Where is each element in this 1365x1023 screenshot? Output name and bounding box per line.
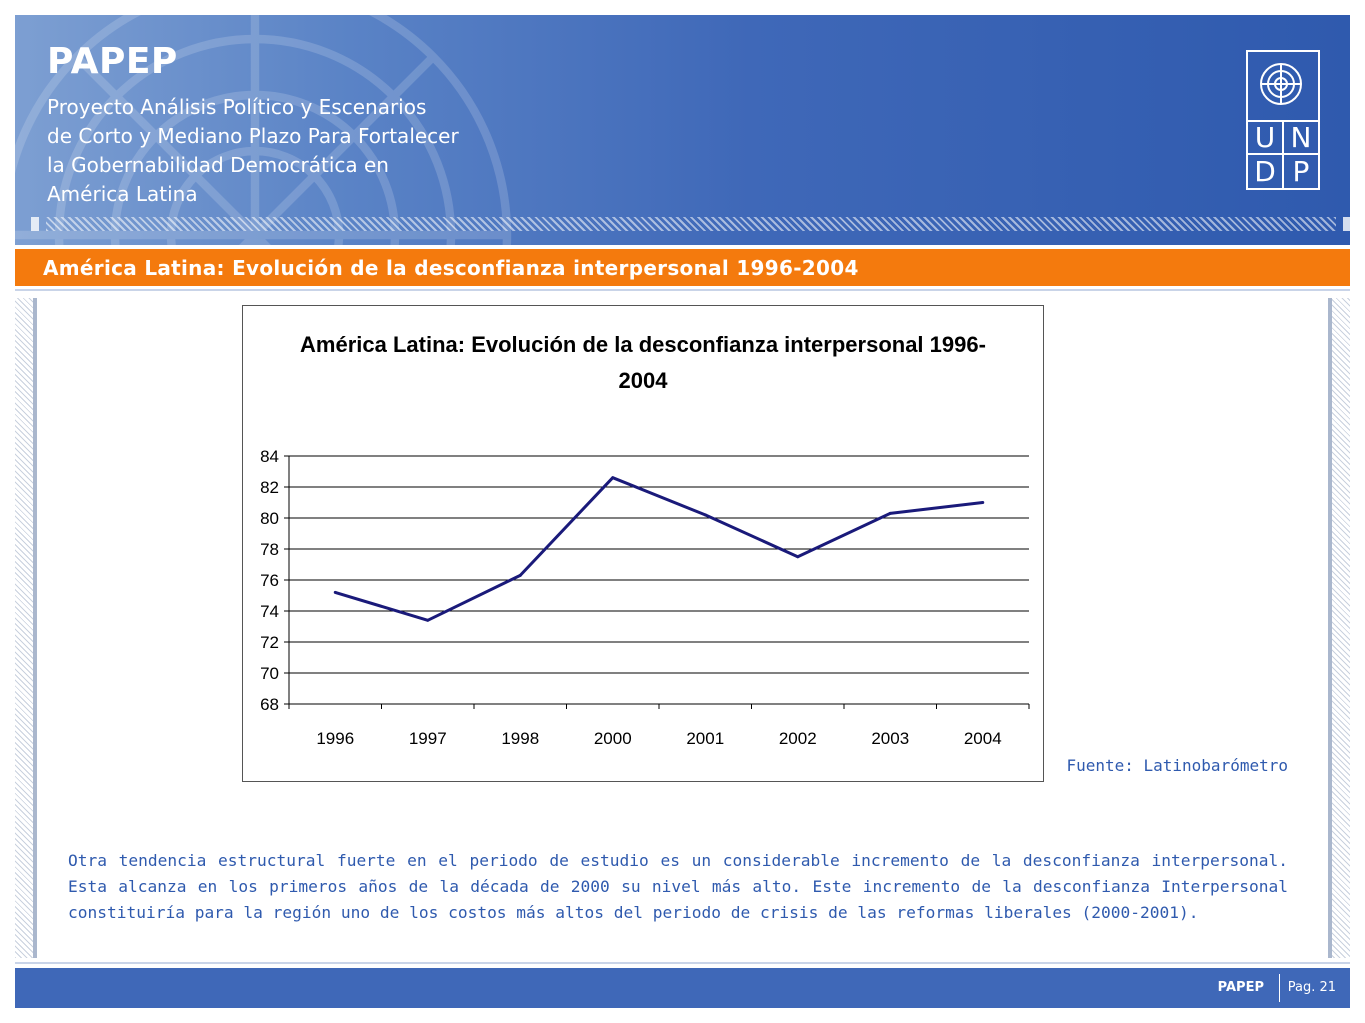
body-paragraph: Otra tendencia estructural fuerte en el … [68,851,1288,922]
undp-letter-grid: U N D P [1248,120,1318,188]
data-point [888,511,892,515]
x-tick-label: 1998 [501,729,539,748]
data-point [426,618,430,622]
chart-series [333,476,985,622]
footer-divider [15,962,1350,964]
y-tick-label: 82 [260,478,279,497]
subtitle-line: América Latina [47,182,198,206]
page-number: Pag. 21 [1287,980,1336,995]
chart-gridlines [289,455,1029,705]
y-tick-label: 80 [260,509,279,528]
right-border-line [1328,298,1332,958]
y-tick-labels: 68 70 72 74 76 78 80 82 84 [260,447,279,714]
data-point [333,590,337,594]
data-point [611,476,615,480]
y-tick-label: 78 [260,540,279,559]
y-tick-label: 74 [260,602,279,621]
left-hatch-border [15,298,37,958]
project-subtitle: Proyecto Análisis Político y Escenarios … [47,93,517,209]
y-tick-label: 72 [260,633,279,652]
x-tick-label: 2001 [686,729,724,748]
x-tick-label: 2003 [871,729,909,748]
x-tick-label: 2002 [779,729,817,748]
subtitle-line: de Corto y Mediano Plazo Para Fortalecer [47,124,459,148]
footer-bar: PAPEP Pag. 21 [15,968,1350,1008]
chart-axes [284,455,1030,709]
data-point [981,501,985,504]
title-divider [15,289,1350,291]
chart-title-line: América Latina: Evolución de la desconfi… [300,332,986,357]
data-point [518,573,522,577]
x-tick-labels: 1996 1997 1998 2000 2001 2002 2003 2004 [316,729,1001,748]
left-border-line [33,298,37,958]
chart-title-line: 2004 [619,368,669,393]
un-emblem-watermark-icon [15,15,512,245]
footer-separator [1279,974,1280,1002]
un-emblem-icon [1260,63,1302,105]
logo-letter-n: N [1290,121,1312,154]
logo-letter-d: D [1254,155,1276,188]
x-tick-label: 2004 [964,729,1002,748]
x-tick-label: 1996 [316,729,354,748]
chart-frame: América Latina: Evolución de la desconfi… [242,305,1044,782]
line-chart: América Latina: Evolución de la desconfi… [260,332,1030,748]
header-banner: PAPEP Proyecto Análisis Político y Escen… [15,15,1350,245]
data-point [703,513,707,517]
data-point [796,555,800,559]
section-title: América Latina: Evolución de la desconfi… [43,256,859,280]
header-hatch-divider [31,217,1350,231]
y-tick-label: 68 [260,695,279,714]
logo-letter-p: P [1292,155,1310,188]
subtitle-line: Proyecto Análisis Político y Escenarios [47,95,427,119]
y-tick-label: 76 [260,571,279,590]
undp-logo: U N D P [1246,50,1320,190]
section-title-bar: América Latina: Evolución de la desconfi… [15,249,1350,286]
source-note: Fuente: Latinobarómetro [1066,756,1288,775]
subtitle-line: la Gobernabilidad Democrática en [47,153,389,177]
logo-grid-lines [1248,120,1318,188]
y-tick-label: 84 [260,447,279,466]
series-line [334,476,983,622]
brand-title: PAPEP [47,41,178,82]
right-hatch-border [1328,298,1350,958]
y-tick-label: 70 [260,664,279,683]
x-tick-label: 2000 [594,729,632,748]
x-tick-label: 1997 [409,729,447,748]
footer-brand: PAPEP [1217,980,1264,995]
logo-letter-u: U [1254,121,1276,154]
